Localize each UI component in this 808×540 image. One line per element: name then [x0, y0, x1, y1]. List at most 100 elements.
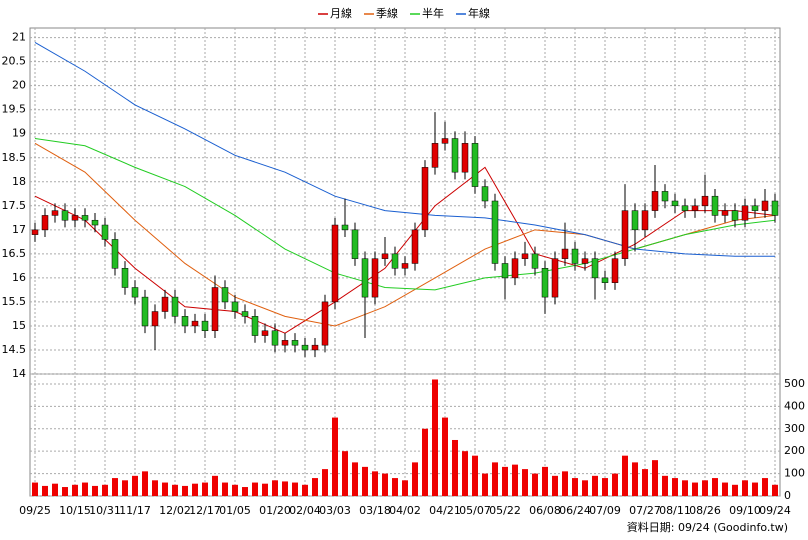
candle-body [181, 316, 189, 327]
y2-tick-label: 100 [784, 467, 805, 480]
candle-body [371, 258, 379, 298]
candle-body [751, 205, 759, 211]
candle-body [431, 143, 439, 168]
y-tick-label: 18 [12, 175, 26, 188]
y-tick-label: 16 [12, 271, 26, 284]
x-tick-label: 01/20 [259, 504, 291, 517]
candle-body [491, 200, 499, 264]
candle-body [341, 224, 349, 231]
y-tick-label: 14.5 [2, 343, 27, 356]
candle-body [721, 210, 729, 216]
x-tick-label: 02/04 [289, 504, 321, 517]
candle-body [141, 296, 149, 327]
volume-bar [492, 462, 498, 496]
volume-bar [92, 485, 98, 496]
x-tick-label: 09/10 [729, 504, 761, 517]
candle-body [561, 248, 569, 259]
volume-bar [712, 478, 718, 496]
x-tick-label: 03/18 [359, 504, 391, 517]
candle-body [411, 229, 419, 264]
x-tick-label: 05/07 [459, 504, 491, 517]
candle-body [271, 330, 279, 346]
y2-tick-label: 200 [784, 444, 805, 457]
y-tick-label: 20.5 [2, 55, 27, 68]
volume-bar [332, 417, 338, 496]
volume-bar [82, 482, 88, 496]
candle-body [261, 330, 269, 336]
candle-body [191, 320, 199, 327]
volume-bar [282, 481, 288, 496]
volume-bar [362, 466, 368, 496]
x-tick-label: 05/22 [489, 504, 521, 517]
volume-bar [182, 485, 188, 496]
candle-body [691, 205, 699, 211]
candle-body [131, 287, 139, 298]
candle-body [81, 215, 89, 221]
volume-bar [682, 480, 688, 496]
candle-body [121, 268, 129, 288]
volume-bar [422, 428, 428, 496]
volume-bar [752, 482, 758, 496]
volume-bar [732, 484, 738, 496]
volume-bar [672, 478, 678, 496]
candle-body [441, 138, 449, 144]
candle-body [521, 253, 529, 259]
candle-body [201, 320, 209, 331]
x-tick-label: 01/05 [219, 504, 251, 517]
candle-body [381, 253, 389, 259]
moving-average-line [34, 41, 775, 257]
volume-bar [622, 455, 628, 496]
volume-bar [542, 466, 548, 496]
x-tick-label: 08/26 [689, 504, 721, 517]
candle-body [581, 258, 589, 264]
volume-bar [432, 379, 438, 496]
footer: 資料日期: 09/24 (Goodinfo.tw) [627, 520, 788, 534]
y-tick-label: 16.5 [2, 247, 27, 260]
y2-tick-label: 0 [784, 489, 791, 502]
y-tick-label: 17 [12, 223, 26, 236]
x-tick-label: 07/09 [589, 504, 621, 517]
candle-body [571, 248, 579, 264]
volume-bar [642, 469, 648, 496]
x-tick-label: 06/24 [559, 504, 591, 517]
x-tick-label: 11/17 [119, 504, 151, 517]
volume-bar [502, 466, 508, 496]
volume-bar [532, 473, 538, 496]
volume-bar [452, 439, 458, 496]
x-tick-label: 06/08 [529, 504, 561, 517]
x-tick-label: 10/15 [59, 504, 91, 517]
volume-bar [392, 478, 398, 496]
candle-body [251, 316, 259, 336]
candle-body [291, 340, 299, 346]
volume-bar [32, 482, 38, 496]
y2-tick-label: 400 [784, 399, 805, 412]
y-tick-label: 15.5 [2, 295, 27, 308]
volume-bar [522, 469, 528, 496]
volume-bar [772, 484, 778, 496]
x-tick-label: 04/02 [389, 504, 421, 517]
volume-bar [552, 475, 558, 496]
x-tick-label: 08/11 [659, 504, 691, 517]
volume-bar [602, 478, 608, 496]
y-tick-label: 17.5 [2, 199, 27, 212]
volume-bar [262, 483, 268, 496]
moving-average-line [34, 138, 776, 291]
candle-body [591, 258, 599, 279]
y-tick-label: 20 [12, 79, 26, 92]
candle-body [461, 143, 469, 173]
volume-bar [482, 473, 488, 496]
volume-bar [132, 475, 138, 496]
legend-label: 月線 [330, 6, 352, 20]
candle-body [151, 311, 159, 327]
volume-bar [222, 482, 228, 496]
candle-body [601, 277, 609, 283]
volume-bar [42, 485, 48, 496]
candle-body [211, 287, 219, 331]
volume-bar [292, 482, 298, 496]
volume-bar [402, 480, 408, 496]
x-tick-label: 10/31 [89, 504, 121, 517]
volume-bar [192, 483, 198, 496]
x-tick-label: 04/21 [429, 504, 461, 517]
candle-body [51, 210, 59, 216]
